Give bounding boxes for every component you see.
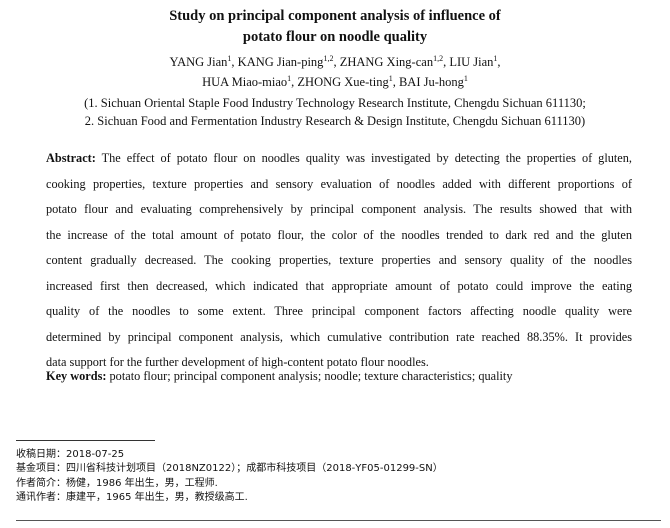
abstract-line: determined by principal component analys… [46, 330, 632, 344]
author-separator: , [497, 55, 501, 69]
abstract-line: increased first then decreased, which in… [46, 279, 632, 293]
author-name: YANG Jian [169, 55, 228, 69]
abstract-label: Abstract: [46, 151, 96, 165]
affiliation-1: (1. Sichuan Oriental Staple Food Industr… [84, 96, 586, 110]
footnote-funding: 基金项目：四川省科技计划项目（2018NZ0122）；成都市科技项目（2018-… [16, 463, 443, 474]
author-affiliation-mark: 1 [493, 54, 498, 63]
author-affiliation-mark: 1 [463, 74, 468, 83]
keywords: Key words: potato flour; principal compo… [46, 369, 513, 383]
author-name: HUA Miao-miao [202, 75, 288, 89]
author-separator: , [291, 75, 298, 89]
footnote-divider [16, 440, 155, 441]
author-affiliation-mark: 1 [388, 74, 393, 83]
author-affiliation-mark: 1 [287, 74, 292, 83]
bottom-rule [16, 520, 661, 521]
abstract-line: Abstract: The effect of potato flour on … [46, 151, 632, 165]
affiliation-2: 2. Sichuan Food and Fermentation Industr… [84, 114, 586, 128]
abstract-line: cooking properties, texture properties a… [46, 177, 632, 191]
author-name: LIU Jian [449, 55, 494, 69]
abstract-line: data support for the further development… [46, 355, 429, 369]
paper-title-line-2: potato flour on noodle quality [242, 29, 428, 45]
author-affiliation-mark: 1 [227, 54, 232, 63]
abstract-line: the increase of the total amount of pota… [46, 228, 632, 242]
authors-line-2: HUA Miao-miao1, ZHONG Xue-ting1, BAI Ju-… [0, 75, 670, 90]
abstract-line: potato flour and evaluating comprehensiv… [46, 202, 632, 216]
authors-line-1: YANG Jian1, KANG Jian-ping1,2, ZHANG Xin… [0, 55, 670, 70]
author-name: KANG Jian-ping [237, 55, 324, 69]
author-affiliation-mark: 1,2 [433, 54, 444, 63]
author-separator: , [392, 75, 399, 89]
keywords-label: Key words: [46, 369, 107, 383]
author-name: BAI Ju-hong [398, 75, 464, 89]
author-separator: , [333, 55, 340, 69]
abstract-line: content gradually decreased. The cooking… [46, 253, 632, 267]
footnote-corresponding-author: 通讯作者：康建平，1965 年出生，男，教授级高工. [16, 492, 248, 503]
author-affiliation-mark: 1,2 [323, 54, 334, 63]
author-separator: , [443, 55, 450, 69]
footnote-received-date: 收稿日期：2018-07-25 [16, 449, 125, 460]
footnote-author-bio: 作者简介：杨健，1986 年出生，男，工程师. [16, 478, 218, 489]
author-separator: , [231, 55, 238, 69]
author-name: ZHANG Xing-can [339, 55, 434, 69]
abstract-line: quality of the noodles to some extent. T… [46, 304, 632, 318]
paper-title-line-1: Study on principal component analysis of… [169, 8, 501, 24]
author-name: ZHONG Xue-ting [297, 75, 389, 89]
